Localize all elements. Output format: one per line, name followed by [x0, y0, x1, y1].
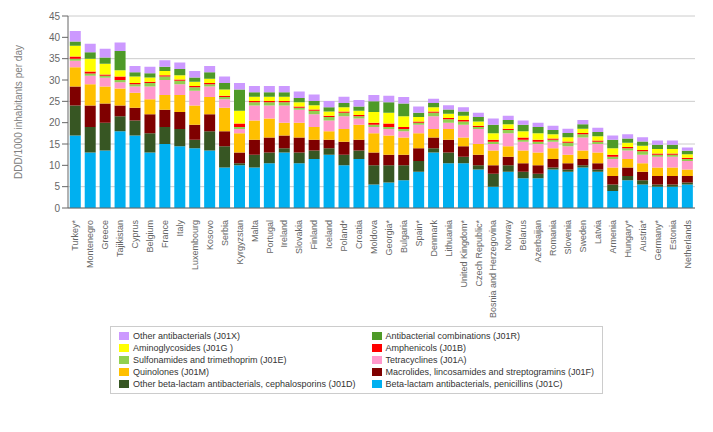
- svg-text:Iceland: Iceland: [324, 220, 334, 249]
- svg-text:Georgia*: Georgia*: [384, 220, 394, 256]
- html-text:Aminoglycosides (J01G ): Aminoglycosides (J01G ): [132, 343, 233, 353]
- svg-text:Denmark: Denmark: [429, 220, 439, 257]
- svg-text:15: 15: [49, 139, 61, 150]
- svg-text:Spain*: Spain*: [414, 220, 424, 247]
- svg-text:25: 25: [49, 96, 61, 107]
- svg-text:Czech Republic*: Czech Republic*: [474, 220, 484, 287]
- svg-text:Malta: Malta: [250, 220, 260, 242]
- svg-text:Portugal: Portugal: [265, 220, 275, 254]
- svg-text:Luxembourg: Luxembourg: [190, 220, 200, 270]
- svg-text:Armenia: Armenia: [608, 220, 618, 254]
- svg-text:Estonia: Estonia: [668, 220, 678, 250]
- svg-text:Sweden: Sweden: [578, 220, 588, 253]
- svg-text:Tajikistan: Tajikistan: [115, 220, 125, 257]
- html-text:Other antibacterials (J01X): Other antibacterials (J01X): [132, 331, 240, 341]
- svg-text:45: 45: [49, 11, 61, 22]
- html-text:Other beta-lactam antibacteria: Other beta-lactam antibacterials, cephal…: [132, 379, 356, 389]
- svg-text:France: France: [160, 220, 170, 248]
- svg-text:30: 30: [49, 75, 61, 86]
- svg-text:Slovakia: Slovakia: [294, 220, 304, 254]
- svg-text:Belarus: Belarus: [518, 220, 528, 251]
- svg-text:35: 35: [49, 53, 61, 64]
- svg-text:5: 5: [54, 181, 60, 192]
- svg-text:Germany*: Germany*: [653, 220, 663, 261]
- html-text:Quinolones (J01M): Quinolones (J01M): [132, 367, 209, 377]
- svg-text:Montenegro: Montenegro: [85, 220, 95, 268]
- svg-text:Kosovo: Kosovo: [205, 220, 215, 250]
- html-text:Macrolides, lincosamides and s: Macrolides, lincosamides and streptogram…: [385, 367, 595, 377]
- svg-text:10: 10: [49, 160, 61, 171]
- svg-text:20: 20: [49, 117, 61, 128]
- svg-text:Cyprus: Cyprus: [130, 220, 140, 249]
- svg-text:Finland: Finland: [309, 220, 319, 250]
- svg-text:40: 40: [49, 32, 61, 43]
- svg-text:Latvia: Latvia: [593, 220, 603, 244]
- html-text:Antibacterial combinations (J0: Antibacterial combinations (J01R): [385, 331, 521, 341]
- svg-text:Bulgaria: Bulgaria: [399, 220, 409, 253]
- svg-text:Moldova: Moldova: [369, 220, 379, 254]
- svg-text:Romania: Romania: [548, 220, 558, 256]
- html-text:Tetracyclines (J01A): Tetracyclines (J01A): [385, 355, 467, 365]
- svg-text:Kyrgyzstan: Kyrgyzstan: [235, 220, 245, 265]
- svg-text:Greece: Greece: [100, 220, 110, 250]
- html-text:Amphenicols (J01B): Amphenicols (J01B): [385, 343, 466, 353]
- svg-text:Croatia: Croatia: [354, 220, 364, 249]
- svg-text:Netherlands: Netherlands: [683, 220, 693, 269]
- svg-text:Slovenia: Slovenia: [563, 220, 573, 255]
- svg-text:Serbia: Serbia: [220, 220, 230, 246]
- svg-text:Bosnia and Herzegovina: Bosnia and Herzegovina: [488, 220, 498, 318]
- svg-text:Italy: Italy: [175, 220, 185, 237]
- html-text:Beta-lactam antibacterials, pe: Beta-lactam antibacterials, penicillins …: [385, 379, 563, 389]
- svg-text:United Kingdom*: United Kingdom*: [459, 220, 469, 288]
- svg-text:Azerbaijan: Azerbaijan: [533, 220, 543, 263]
- svg-text:Austria*: Austria*: [638, 220, 648, 252]
- svg-text:0: 0: [54, 203, 60, 214]
- svg-text:Turkey*: Turkey*: [70, 220, 80, 251]
- html-text:Sulfonamides and trimethoprim: Sulfonamides and trimethoprim (J01E): [132, 355, 287, 365]
- svg-text:Ireland: Ireland: [279, 220, 289, 248]
- svg-text:Hungary*: Hungary*: [623, 220, 633, 258]
- svg-text:Belgium: Belgium: [145, 220, 155, 253]
- svg-text:DDD/1000 inhabitants per day: DDD/1000 inhabitants per day: [13, 45, 24, 179]
- svg-text:Poland*: Poland*: [339, 220, 349, 252]
- svg-text:Norway: Norway: [503, 220, 513, 251]
- svg-text:Lithuania: Lithuania: [444, 220, 454, 257]
